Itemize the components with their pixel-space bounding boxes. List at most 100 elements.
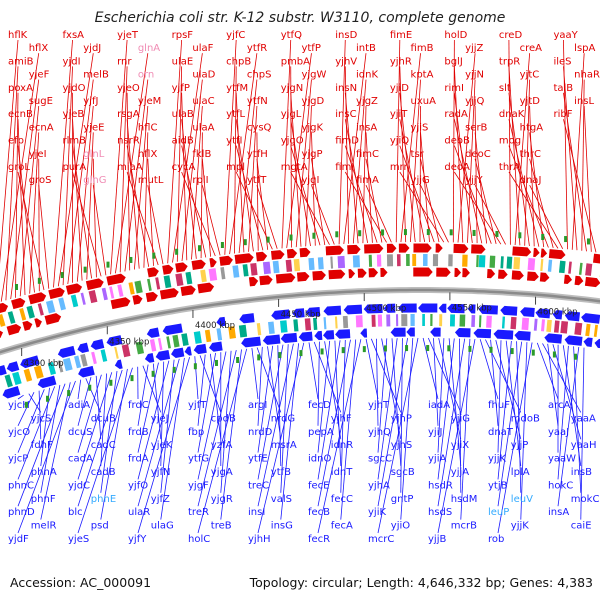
minus-gene-label: hokC [548, 480, 573, 491]
track-dot [152, 252, 156, 259]
minus-gene-label: yjcO [8, 427, 30, 438]
minus-gene-label: psd [91, 521, 109, 532]
plus-strand-arrow [159, 288, 179, 300]
minus-strand-arrow [500, 305, 518, 316]
label-leader [77, 367, 133, 534]
label-leader [295, 79, 312, 248]
feature-stripe [12, 371, 22, 386]
plus-gene-label: yaaY [553, 30, 578, 41]
plus-gene-label: deoC [465, 149, 491, 160]
label-leader [197, 351, 227, 480]
minus-strand-arrow [280, 332, 298, 343]
track-dot [447, 345, 451, 352]
label-leader [420, 185, 449, 243]
minus-gene-label: caiE [571, 521, 592, 532]
plus-strand-arrow [512, 246, 532, 257]
label-leader [460, 338, 471, 520]
feature-stripe [293, 258, 301, 272]
label-leader [400, 53, 421, 243]
plus-gene-label: yjtD [520, 96, 541, 107]
label-leader [497, 341, 523, 507]
plus-gene-label: hflK [8, 30, 28, 41]
track-dot [175, 248, 179, 255]
label-leader [280, 343, 299, 520]
plus-gene-label: yjeO [117, 83, 140, 94]
label-leader [290, 145, 321, 246]
label-leader [17, 389, 45, 453]
plus-gene-label: fklB [192, 149, 211, 160]
minus-gene-label: yjfN [151, 467, 171, 478]
genome-stats: Topology: circular; Length: 4,646,332 bp… [249, 575, 593, 590]
feature-stripe [478, 255, 486, 268]
label-leader-lines [0, 39, 597, 534]
label-leader [552, 344, 582, 440]
plus-strand-arrow [563, 274, 573, 284]
label-leader [95, 375, 102, 440]
label-leader [344, 92, 359, 244]
label-leader [17, 386, 56, 480]
feature-stripe [585, 263, 593, 276]
track-dot [198, 245, 202, 252]
feature-stripe [128, 282, 135, 295]
plus-strand-arrow [526, 271, 539, 282]
plus-gene-label: tsr [411, 149, 425, 160]
plus-gene-label: ecnB [8, 109, 33, 120]
track-dot [518, 232, 522, 239]
minus-strand-arrow [262, 334, 281, 345]
label-leader [72, 119, 83, 281]
feature-stripe [558, 260, 566, 274]
plus-strand-arrow [197, 282, 215, 294]
label-leader [229, 53, 258, 255]
label-leader [457, 53, 476, 243]
minus-strand-arrow [360, 328, 368, 338]
label-leader [92, 185, 107, 276]
label-leader [317, 339, 351, 507]
feature-stripe [147, 278, 152, 292]
track-dot [510, 348, 514, 355]
minus-strand-arrow [583, 337, 593, 347]
feature-stripe [395, 314, 399, 327]
minus-strand-arrow [241, 336, 262, 348]
feature-stripe [163, 275, 172, 289]
plus-gene-label: ribF [553, 109, 572, 120]
minus-strand-arrow [114, 359, 123, 369]
plus-gene-label: mrr [390, 162, 409, 173]
track-dot [88, 384, 92, 391]
feature-stripe [578, 262, 583, 275]
plus-gene-label: aidB [172, 136, 194, 147]
minus-gene-label: yjfZ [151, 494, 170, 505]
label-leader [238, 79, 258, 254]
plus-strand-arrow [106, 273, 126, 286]
plus-gene-label: kptA [411, 70, 434, 81]
plus-gene-label: yjgP [301, 149, 322, 160]
track-dot [358, 230, 362, 237]
track-dot [243, 239, 247, 246]
minus-gene-label: pepA [308, 427, 334, 438]
label-leader [573, 346, 582, 493]
plus-strand-arrow [44, 313, 62, 325]
minus-gene-label: gntP [391, 494, 414, 505]
plus-strand-arrow [22, 320, 33, 331]
minus-gene-label: blc [68, 507, 83, 518]
label-leader [313, 341, 342, 413]
track-dot [426, 229, 430, 236]
plus-gene-label: thrA [499, 162, 520, 173]
minus-gene-label: mokC [571, 494, 600, 505]
minus-gene-label: yjfT [188, 400, 207, 411]
label-leader [563, 119, 597, 253]
label-leader [197, 350, 237, 507]
plus-gene-label: ecnA [29, 122, 54, 133]
minus-gene-label: yjfO [128, 480, 148, 491]
plus-gene-label: yjjN [465, 70, 484, 81]
minus-gene-label: rob [488, 534, 504, 545]
plus-gene-label: ytfQ [281, 30, 302, 41]
label-leader [126, 171, 159, 266]
feature-stripe [88, 290, 98, 304]
label-leader [376, 338, 379, 426]
feature-stripe [70, 294, 79, 308]
minus-strand-arrow [343, 304, 363, 315]
label-leader [181, 171, 216, 257]
plus-strand-arrow [574, 275, 584, 286]
feature-stripe [377, 314, 383, 327]
feature-stripe [513, 257, 521, 270]
